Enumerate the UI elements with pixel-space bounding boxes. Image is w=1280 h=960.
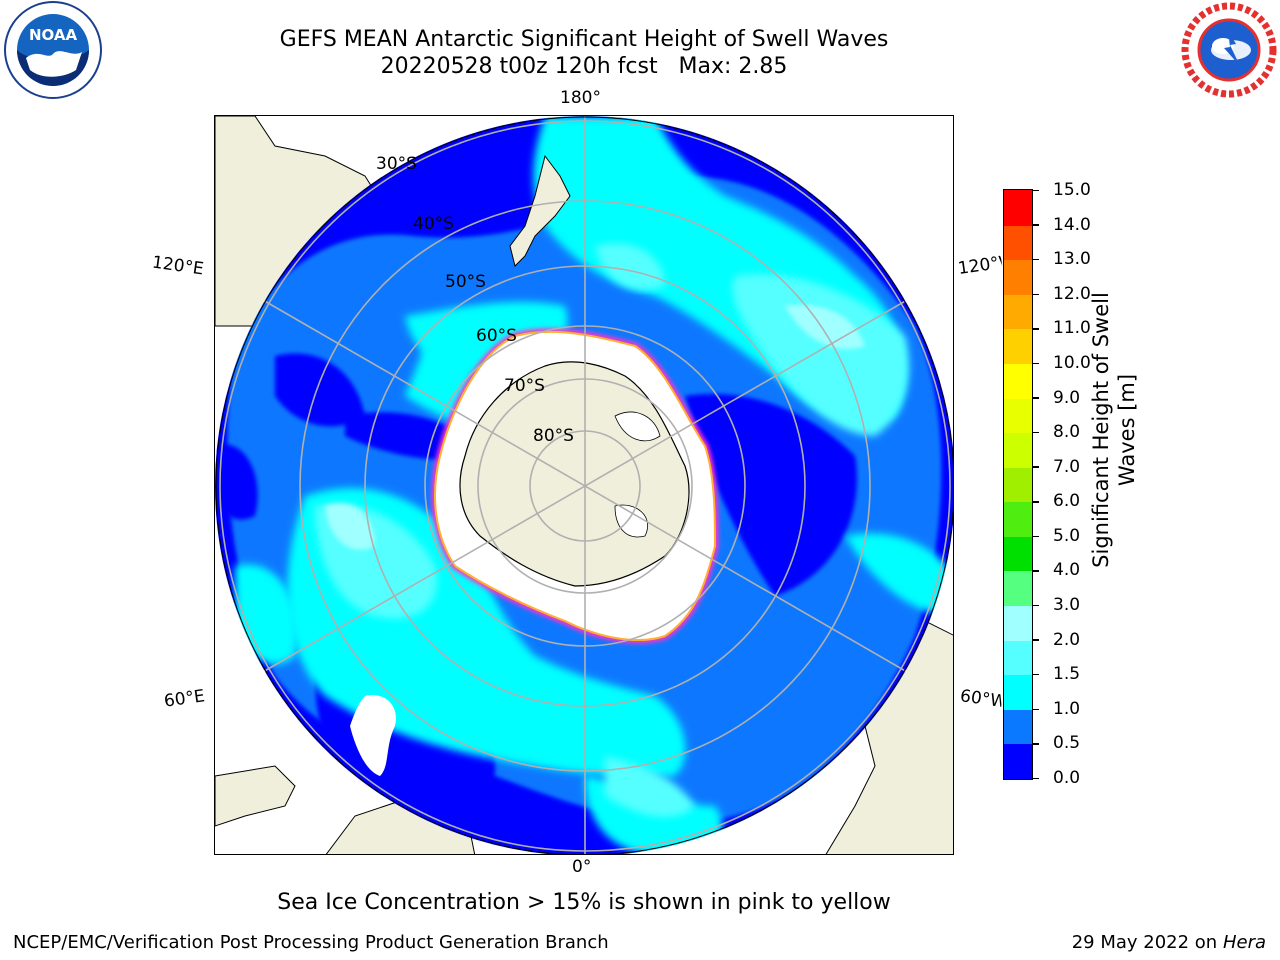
lon-label-120e: 120°E: [150, 252, 205, 280]
colorbar-tick-label: 0.0: [1053, 768, 1081, 788]
colorbar-tick: [1033, 673, 1039, 676]
colorbar-segment: [1004, 397, 1032, 434]
run-date: 29 May 2022 on Hera: [1072, 932, 1266, 953]
lon-label-60w: 60°W: [958, 686, 1004, 712]
title-line-2: 20220528 t00z 120h fcst Max: 2.85: [380, 54, 788, 79]
colorbar-tick: [1033, 189, 1039, 192]
colorbar-tick: [1033, 397, 1039, 399]
colorbar-tick: [1033, 777, 1039, 780]
colorbar-tick-label: 1.5: [1053, 664, 1081, 685]
colorbar-tick-label: 15.0: [1053, 180, 1091, 200]
colorbar-tick-label: 2.0: [1053, 629, 1081, 650]
run-date-text: 29 May 2022 on: [1071, 932, 1218, 953]
colorbar-tick: [1033, 362, 1039, 365]
colorbar: [1003, 189, 1033, 780]
colorbar-tick-label: 5.0: [1053, 525, 1081, 546]
national-weather-service-logo-icon: [1178, 0, 1280, 100]
colorbar-segment: [1004, 570, 1032, 607]
polar-map-canvas: 30°S 40°S 50°S 60°S 70°S 80°S: [215, 116, 953, 854]
colorbar-tick: [1033, 293, 1039, 295]
graticule: [215, 116, 953, 854]
colorbar-segment: [1004, 674, 1032, 710]
colorbar-segment: [1004, 467, 1032, 503]
colorbar-tick-label: 10.0: [1053, 352, 1091, 373]
title-line-1: GEFS MEAN Antarctic Significant Height o…: [279, 27, 889, 52]
producer-credit: NCEP/EMC/Verification Post Processing Pr…: [13, 932, 609, 953]
colorbar-segment: [1004, 640, 1032, 676]
machine-name: Hera: [1222, 932, 1266, 953]
colorbar-tick: [1033, 604, 1039, 607]
polar-map: 30°S 40°S 50°S 60°S 70°S 80°S: [214, 115, 954, 855]
colorbar-label-text: Significant Height of Swell Waves [m]: [1088, 170, 1140, 690]
chart-title: GEFS MEAN Antarctic Significant Height o…: [214, 26, 954, 80]
colorbar-segment: [1004, 432, 1032, 468]
colorbar-segment: [1004, 190, 1032, 226]
latitude-label: 30°S: [376, 154, 417, 174]
colorbar-tick-label: 1.0: [1053, 698, 1081, 719]
colorbar-tick: [1033, 431, 1039, 434]
colorbar-tick-label: 4.0: [1053, 560, 1081, 581]
colorbar-tick-label: 11.0: [1053, 318, 1091, 339]
colorbar-tick-label: 12.0: [1053, 283, 1091, 304]
latitude-label: 60°S: [476, 326, 517, 346]
lon-label-180: 180°: [560, 88, 601, 108]
colorbar-segment: [1004, 363, 1032, 399]
colorbar-segment: [1004, 709, 1032, 745]
map-boundary: [215, 116, 953, 854]
colorbar-segment: [1004, 605, 1032, 641]
colorbar-segment: [1004, 225, 1032, 261]
colorbar-tick-label: 3.0: [1053, 595, 1081, 616]
antarctica-sea-ice: [431, 328, 719, 644]
colorbar-label-line-1: Significant Height of Swell: [1089, 292, 1113, 568]
colorbar-tick: [1033, 708, 1039, 711]
colorbar-tick-label: 0.5: [1053, 733, 1081, 754]
sea-ice-note: Sea Ice Concentration > 15% is shown in …: [277, 890, 891, 915]
meridian-line: [264, 300, 906, 672]
colorbar-segment: [1004, 536, 1032, 572]
colorbar-tick: [1033, 535, 1039, 538]
colorbar-tick: [1033, 743, 1039, 745]
colorbar-tick-label: 6.0: [1053, 491, 1081, 512]
colorbar-segment: [1004, 743, 1032, 779]
colorbar-tick: [1033, 639, 1039, 641]
colorbar-segment: [1004, 328, 1032, 364]
colorbar-segment: [1004, 294, 1032, 330]
latitude-label: 80°S: [533, 426, 574, 446]
noaa-logo-text: NOAA: [29, 26, 78, 44]
lon-label-0: 0°: [572, 857, 592, 877]
noaa-logo-icon: NOAA: [2, 0, 104, 100]
colorbar-tick: [1033, 224, 1039, 226]
colorbar-tick-label: 8.0: [1053, 422, 1081, 443]
new-zealand: [509, 154, 571, 267]
lon-label-120w: 120°W: [956, 253, 1004, 279]
latitude-label: 40°S: [413, 214, 454, 234]
colorbar-tick: [1033, 328, 1039, 330]
colorbar-tick: [1033, 501, 1039, 503]
colorbar-tick-label: 9.0: [1053, 387, 1081, 408]
latitude-labels: 30°S 40°S 50°S 60°S 70°S 80°S: [376, 154, 574, 446]
colorbar-segment: [1004, 501, 1032, 537]
colorbar-tick-label: 13.0: [1053, 249, 1091, 270]
colorbar-tick: [1033, 258, 1039, 261]
latitude-label: 70°S: [504, 376, 545, 396]
colorbar-tick-label: 7.0: [1053, 456, 1081, 477]
colorbar-segment: [1004, 259, 1032, 295]
colorbar-tick-label: 14.0: [1053, 214, 1091, 235]
colorbar-label-line-2: Waves [m]: [1115, 373, 1139, 487]
colorbar-tick: [1033, 570, 1039, 572]
latitude-label: 50°S: [445, 272, 486, 292]
colorbar-tick: [1033, 466, 1039, 468]
lon-label-60e: 60°E: [162, 686, 207, 712]
